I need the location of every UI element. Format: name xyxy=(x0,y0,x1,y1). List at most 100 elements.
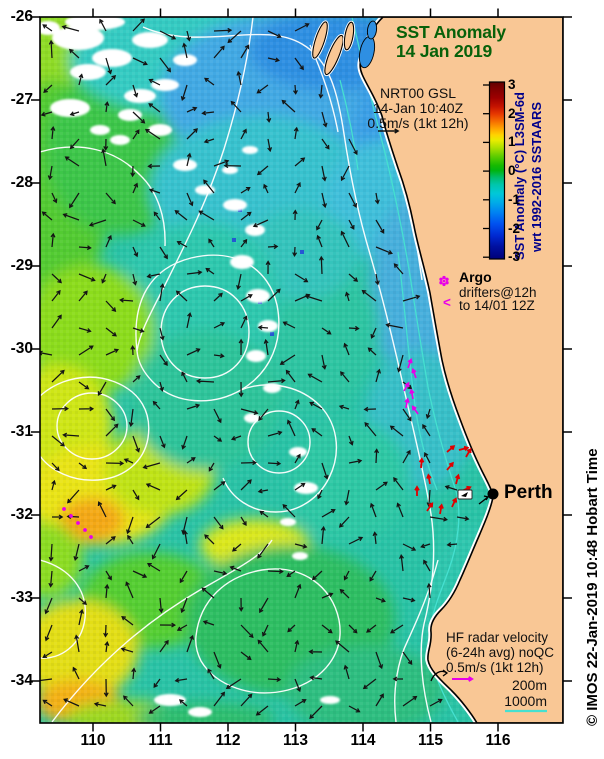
arrow xyxy=(287,624,296,633)
arrow xyxy=(230,435,242,441)
arrow xyxy=(267,57,280,63)
arrow xyxy=(159,622,177,628)
arrow xyxy=(159,435,166,449)
arrow xyxy=(402,695,418,707)
arrow xyxy=(372,531,378,545)
arrow xyxy=(51,369,65,383)
arrow xyxy=(159,30,177,40)
arrow xyxy=(78,381,90,390)
arrow xyxy=(145,516,161,529)
arrow xyxy=(375,481,388,491)
arrow xyxy=(44,597,53,615)
drifter-symbol: < xyxy=(443,295,451,310)
arrow xyxy=(105,192,116,205)
arrow xyxy=(146,273,161,279)
arrow xyxy=(78,608,84,626)
arrow xyxy=(181,371,188,383)
arrow xyxy=(396,354,404,373)
lat-tick-label: -28 xyxy=(10,174,33,191)
arrow xyxy=(259,597,269,614)
arrow xyxy=(69,111,80,117)
arrow xyxy=(178,699,188,707)
lat-tick-label: -30 xyxy=(10,340,33,357)
argo-label: Argo xyxy=(459,269,492,285)
arrow xyxy=(446,542,458,548)
arrow xyxy=(403,381,410,392)
arrow xyxy=(240,624,254,639)
arrow xyxy=(132,129,140,140)
arrow xyxy=(240,315,248,329)
arrow xyxy=(186,152,192,167)
arrow xyxy=(321,327,332,335)
arrow xyxy=(51,289,61,302)
arrow xyxy=(238,597,244,612)
arrow xyxy=(446,461,454,471)
arrow xyxy=(186,457,196,464)
arrow xyxy=(78,327,92,333)
arrow xyxy=(426,502,434,512)
arrow xyxy=(213,45,225,59)
arrow xyxy=(240,460,258,466)
arrow xyxy=(256,84,269,94)
arrow xyxy=(123,458,134,464)
arrow xyxy=(93,701,107,707)
arrow xyxy=(294,678,302,693)
arrow xyxy=(375,597,386,603)
title-line1: SST Anomaly xyxy=(396,22,506,42)
imos-credit: © IMOS 22-Jan-2019 10:48 Hobart Time xyxy=(584,448,601,726)
colorbar-label-line2: wrt 1992-2016 SSTAARS xyxy=(529,101,544,252)
arrow xyxy=(396,502,404,518)
arrow xyxy=(186,30,192,42)
colorbar-tick-label: -3 xyxy=(508,249,521,265)
arrow xyxy=(294,453,301,464)
arrow xyxy=(348,138,358,156)
arrow xyxy=(257,543,269,559)
arrow xyxy=(40,678,53,683)
arrow xyxy=(48,570,54,588)
arrow xyxy=(176,240,188,248)
arrow xyxy=(159,354,168,366)
arrow xyxy=(186,106,198,113)
arrow xyxy=(105,460,125,466)
arrow xyxy=(348,624,358,634)
coastal-arrow xyxy=(430,669,449,682)
arrow xyxy=(213,435,223,442)
arrow xyxy=(130,344,136,356)
arrow xyxy=(132,219,146,227)
arrow xyxy=(144,128,161,140)
arrow xyxy=(176,624,188,631)
arrow xyxy=(105,234,112,248)
arrow xyxy=(51,462,60,472)
arrow xyxy=(175,489,188,501)
arrow xyxy=(316,234,323,248)
arrow xyxy=(240,479,252,491)
arrow xyxy=(267,460,282,467)
arrow xyxy=(420,543,431,549)
arrow xyxy=(180,597,188,614)
arrow xyxy=(103,138,109,151)
arrow xyxy=(40,350,53,356)
current-velocity-arrows xyxy=(40,18,470,719)
arrow xyxy=(204,534,215,545)
arrow xyxy=(309,705,323,719)
arrow xyxy=(148,188,161,194)
arrow xyxy=(240,651,252,661)
arrow xyxy=(159,57,172,73)
arrow xyxy=(186,312,192,329)
colorbar-tick-label: -1 xyxy=(508,191,521,207)
arrow xyxy=(294,482,306,491)
arrow xyxy=(147,163,161,169)
arrow xyxy=(78,597,88,606)
arrow xyxy=(339,588,350,599)
arrow xyxy=(446,445,456,453)
arrow xyxy=(195,378,215,384)
arrow xyxy=(294,399,300,410)
arrow xyxy=(321,111,328,128)
arrow xyxy=(399,553,404,572)
arrow xyxy=(153,678,161,688)
arrow xyxy=(240,693,253,707)
arrow xyxy=(286,570,296,577)
arrow xyxy=(374,192,380,205)
arrow xyxy=(203,179,215,194)
arrow xyxy=(229,565,242,572)
